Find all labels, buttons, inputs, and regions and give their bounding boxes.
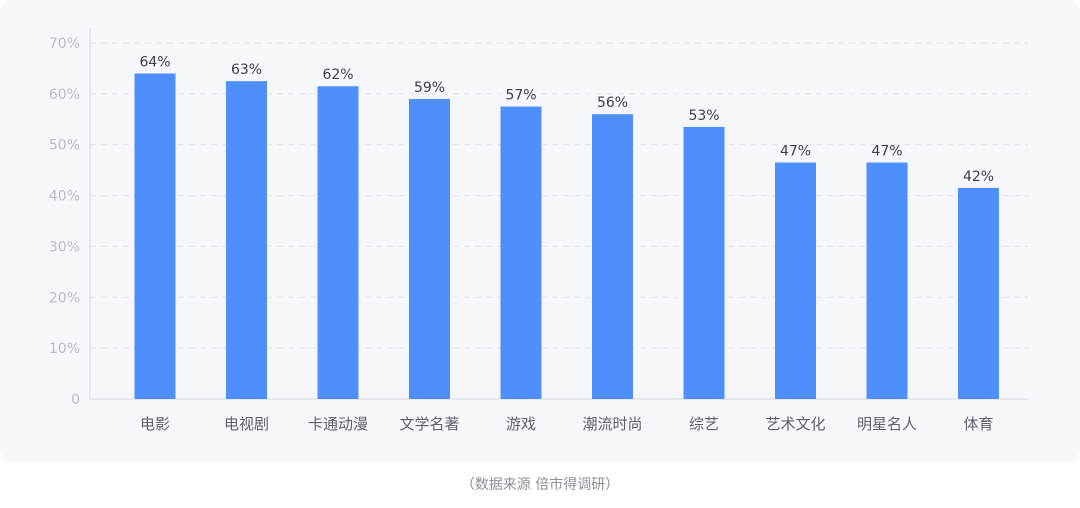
y-axis-ticks: 0 10% 20% 30% 40% 50% 60% 70% — [49, 36, 80, 408]
y-tick-label: 0 — [71, 392, 80, 408]
x-axis-ticks: 电影 电视剧 卡通动漫 文学名著 游戏 潮流时尚 综艺 艺术文化 明星名人 体育 — [140, 415, 994, 433]
source-note: （数据来源 倍市得调研） — [460, 477, 620, 493]
bar — [409, 98, 450, 399]
bar-data-label: 59% — [414, 80, 445, 96]
bar — [500, 106, 542, 400]
bar — [592, 114, 633, 399]
y-tick-label: 20% — [49, 290, 80, 306]
bar — [683, 126, 725, 400]
x-tick-label: 卡通动漫 — [308, 415, 368, 433]
bar-data-label: 63% — [231, 62, 262, 78]
data-labels: 64% 63% 62% 59% 57% 56% 53% 47% 47% 42% — [139, 55, 994, 185]
x-tick-label: 潮流时尚 — [582, 415, 642, 433]
bar-chart: 0 10% 20% 30% 40% 50% 60% 70% 64% 63% 62% 59% 57% 56… — [49, 28, 1028, 433]
bar — [226, 81, 267, 400]
bar-data-label: 42% — [963, 169, 994, 185]
bar-data-label: 56% — [597, 95, 628, 111]
y-tick-label: 60% — [49, 87, 80, 103]
bar-data-label: 57% — [505, 88, 536, 104]
bar — [866, 162, 908, 399]
x-tick-label: 明星名人 — [857, 415, 917, 433]
bar — [775, 162, 816, 399]
y-tick-label: 30% — [49, 239, 80, 255]
y-tick-label: 50% — [49, 138, 80, 154]
x-tick-label: 艺术文化 — [765, 415, 825, 433]
x-tick-label: 文学名著 — [399, 415, 459, 433]
bar-data-label: 53% — [688, 108, 719, 124]
bar — [958, 187, 999, 399]
x-tick-label: 体育 — [963, 415, 993, 433]
bar-data-label: 47% — [871, 144, 902, 160]
bar-data-label: 62% — [322, 67, 353, 83]
x-tick-label: 电影 — [140, 415, 170, 433]
x-tick-label: 电视剧 — [224, 415, 269, 433]
y-tick-label: 10% — [49, 341, 80, 357]
bar — [134, 73, 176, 399]
bar — [317, 86, 359, 399]
bar-data-label: 47% — [780, 144, 811, 160]
x-tick-label: 游戏 — [506, 415, 536, 433]
y-tick-label: 70% — [49, 36, 80, 52]
x-tick-label: 综艺 — [689, 415, 719, 433]
bar-data-label: 64% — [139, 55, 170, 71]
bars — [134, 73, 999, 400]
y-tick-label: 40% — [49, 189, 80, 205]
